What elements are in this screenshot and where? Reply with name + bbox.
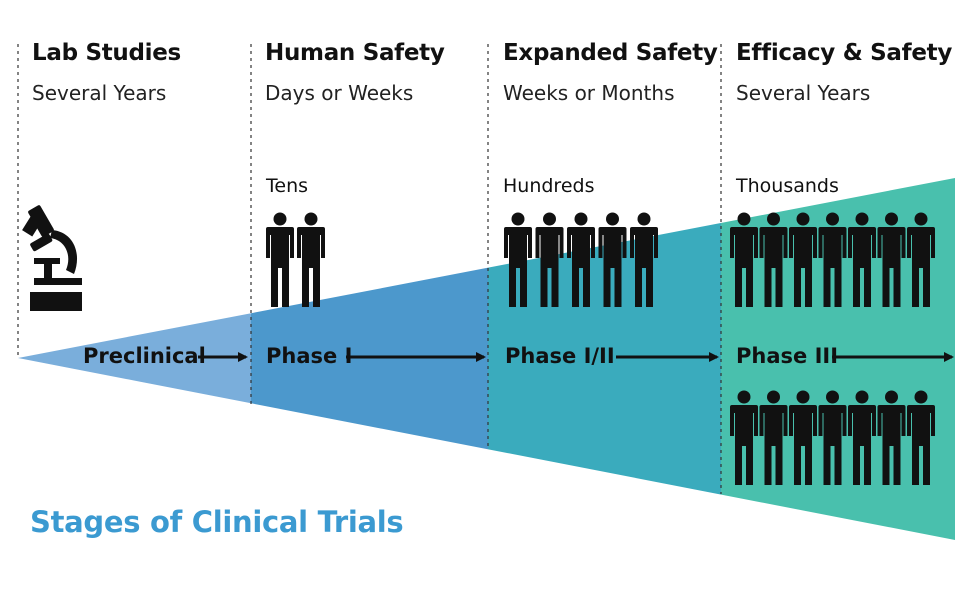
column-lab-studies: Lab Studies Several Years [32, 40, 252, 105]
column-duration: Days or Weeks [265, 81, 414, 105]
page-title: Stages of Clinical Trials [30, 505, 404, 539]
column-heading: Human Safety [265, 40, 445, 66]
column-duration: Several Years [32, 81, 167, 105]
person-icon [266, 212, 294, 307]
microscope-icon [22, 205, 82, 311]
phase-label-phase-3: Phase III [736, 344, 839, 368]
participants-phase-1 [266, 212, 325, 307]
column-dividers [17, 44, 722, 494]
participants-count-phase-1: Tens [266, 175, 309, 197]
column-duration: Weeks or Months [503, 81, 675, 105]
participants-count-phase-1-2: Hundreds [503, 175, 595, 197]
participants-count-phase-3: Thousands [736, 175, 839, 197]
person-icon [297, 212, 325, 307]
column-heading: Efficacy & Safety [736, 40, 953, 66]
column-heading: Lab Studies [32, 40, 181, 66]
phase-label-phase-1-2: Phase I/II [505, 344, 615, 368]
column-heading: Expanded Safety [503, 40, 718, 66]
phase-label-preclinical: Preclinical [83, 344, 206, 368]
column-efficacy-safety: Efficacy & Safety Several Years [736, 40, 956, 105]
column-expanded-safety: Expanded Safety Weeks or Months [503, 40, 723, 105]
column-human-safety: Human Safety Days or Weeks [265, 40, 485, 105]
column-duration: Several Years [736, 81, 871, 105]
phase-label-phase-1: Phase I [266, 344, 353, 368]
